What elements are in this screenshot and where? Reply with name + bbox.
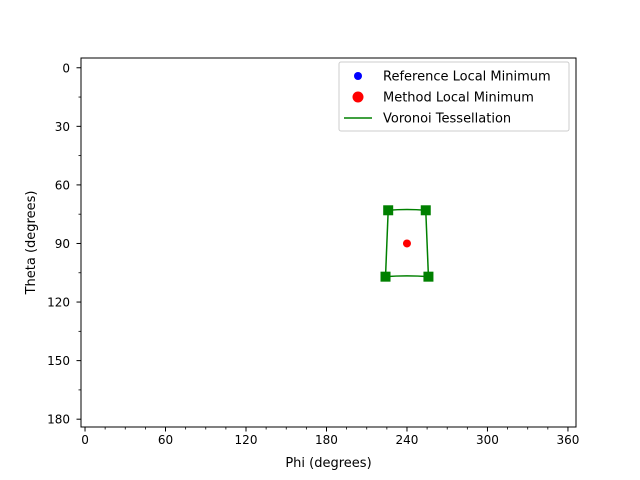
y-axis-label: Theta (degrees)	[24, 191, 39, 296]
x-tick-label: 0	[81, 433, 89, 447]
y-tick-label: 0	[62, 61, 70, 75]
y-tick-label: 150	[47, 354, 70, 368]
voronoi-vertex	[380, 271, 391, 282]
legend-marker-swatch	[352, 91, 364, 103]
legend-marker-swatch	[354, 72, 362, 80]
x-tick-label: 240	[396, 433, 419, 447]
y-tick-label: 120	[47, 296, 70, 310]
voronoi-edge	[388, 208, 426, 212]
legend-item: Method Local Minimum	[352, 91, 534, 106]
voronoi-vertex	[423, 271, 434, 282]
axes: 0 60 120 180 240 300 360 0 30 60 90 120 150 180	[47, 57, 579, 447]
y-tick-label: 90	[55, 237, 70, 251]
voronoi-vertex	[383, 205, 394, 216]
legend-item: Voronoi Tessellation	[344, 112, 511, 127]
voronoi-edge	[384, 210, 389, 277]
x-tick-label: 120	[235, 433, 258, 447]
legend-item: Reference Local Minimum	[354, 70, 551, 85]
y-tick-label: 60	[55, 178, 70, 192]
y-tick-label: 30	[55, 120, 70, 134]
x-tick-label: 360	[556, 433, 579, 447]
x-tick-label: 180	[315, 433, 338, 447]
legend-box	[338, 61, 570, 132]
x-tick-label: 60	[158, 433, 173, 447]
legend-label: Reference Local Minimum	[383, 70, 551, 85]
method-minimum-point	[402, 239, 411, 248]
legend-label: Voronoi Tessellation	[383, 112, 511, 127]
legend-label: Method Local Minimum	[383, 91, 534, 106]
axes-frame	[80, 57, 577, 428]
voronoi-edge	[385, 275, 429, 278]
voronoi-edge	[425, 210, 430, 277]
y-tick-label: 180	[47, 413, 70, 427]
legend: Reference Local Minimum Method Local Mini…	[338, 61, 570, 132]
voronoi-vertex	[420, 205, 431, 216]
x-axis-label: Phi (degrees)	[285, 456, 371, 471]
x-tick-label: 300	[476, 433, 499, 447]
